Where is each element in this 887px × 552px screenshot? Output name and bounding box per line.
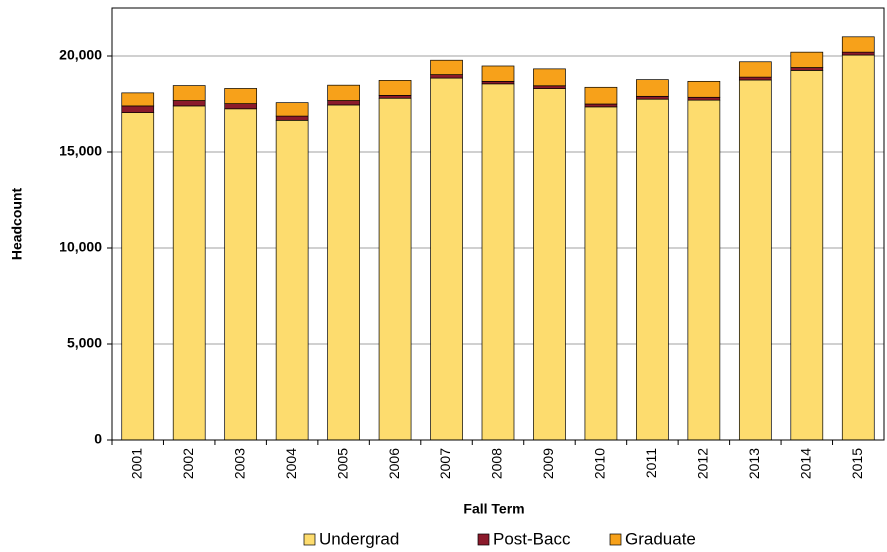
bar-segment	[327, 100, 360, 106]
bar-segment	[275, 119, 309, 441]
bar-segment	[121, 105, 155, 113]
bar-segment	[738, 76, 772, 81]
bar-segment	[687, 96, 721, 101]
x-tick-label: 2009	[540, 448, 556, 479]
y-tick-label: 0	[94, 431, 102, 447]
bar-segment	[481, 80, 515, 85]
bar-segment	[841, 36, 875, 53]
bar-segment	[121, 92, 155, 107]
bar-segment	[584, 86, 618, 105]
bar-segment	[327, 104, 360, 441]
legend-swatch	[303, 533, 316, 546]
bar-segment	[533, 85, 566, 89]
x-tick-label: 2008	[489, 448, 505, 479]
legend-label: Post-Bacc	[493, 529, 571, 548]
bar-segment	[224, 108, 258, 441]
y-tick-label: 5,000	[67, 335, 102, 351]
x-tick-label: 2015	[849, 448, 865, 479]
plot-border	[111, 7, 885, 441]
bar-segment	[172, 105, 206, 441]
bar-segment	[687, 80, 721, 98]
bar-segment	[533, 88, 566, 441]
bar-segment	[172, 100, 206, 107]
x-tick-label: 2005	[334, 448, 350, 479]
legend-label: Undergrad	[319, 529, 399, 548]
x-tick-label: 2007	[437, 448, 453, 479]
bar-segment	[738, 79, 772, 441]
x-tick-label: 2010	[592, 448, 608, 479]
y-tick-label: 10,000	[59, 239, 102, 255]
x-tick-label: 2003	[231, 448, 247, 479]
x-axis-label: Fall Term	[463, 501, 524, 517]
y-tick-label: 15,000	[59, 143, 102, 159]
bar-segment	[430, 59, 463, 75]
y-axis-label: Headcount	[9, 187, 25, 260]
y-tick-label: 20,000	[59, 47, 102, 63]
x-tick-label: 2004	[283, 448, 299, 479]
bar-segment	[636, 98, 669, 441]
bar-segment	[636, 79, 669, 97]
bar-segment	[224, 103, 258, 110]
bar-segment	[121, 112, 155, 441]
bar-segment	[172, 85, 206, 101]
bar-segment	[790, 70, 824, 441]
bar-segment	[275, 102, 309, 117]
bar-segment	[841, 51, 875, 56]
bar-segment	[378, 95, 412, 99]
bar-segment	[687, 99, 721, 441]
x-tick-label: 2006	[386, 448, 402, 479]
x-tick-label: 2011	[643, 448, 659, 478]
bar-segment	[481, 65, 515, 82]
bar-segment	[841, 54, 875, 441]
bar-segment	[533, 68, 566, 87]
bar-segment	[327, 84, 360, 101]
bar-segment	[430, 77, 463, 441]
bar-segment	[584, 106, 618, 441]
bar-segment	[636, 95, 669, 100]
x-tick-label: 2014	[798, 448, 814, 479]
bar-segment	[378, 97, 412, 441]
bar-segment	[275, 115, 309, 121]
x-tick-label: 2002	[180, 448, 196, 479]
legend-swatch	[609, 533, 622, 546]
bar-segment	[790, 51, 824, 68]
x-tick-label: 2001	[128, 448, 144, 479]
bar-segment	[378, 80, 412, 96]
bar-segment	[738, 61, 772, 78]
bar-segment	[584, 103, 618, 108]
bar-segment	[481, 83, 515, 441]
bar-segment	[430, 74, 463, 79]
bar-segment	[790, 67, 824, 71]
bar-segment	[224, 88, 258, 104]
x-tick-label: 2013	[746, 448, 762, 479]
legend-label: Graduate	[625, 529, 696, 548]
legend-swatch	[477, 533, 490, 546]
x-tick-label: 2012	[695, 448, 711, 479]
